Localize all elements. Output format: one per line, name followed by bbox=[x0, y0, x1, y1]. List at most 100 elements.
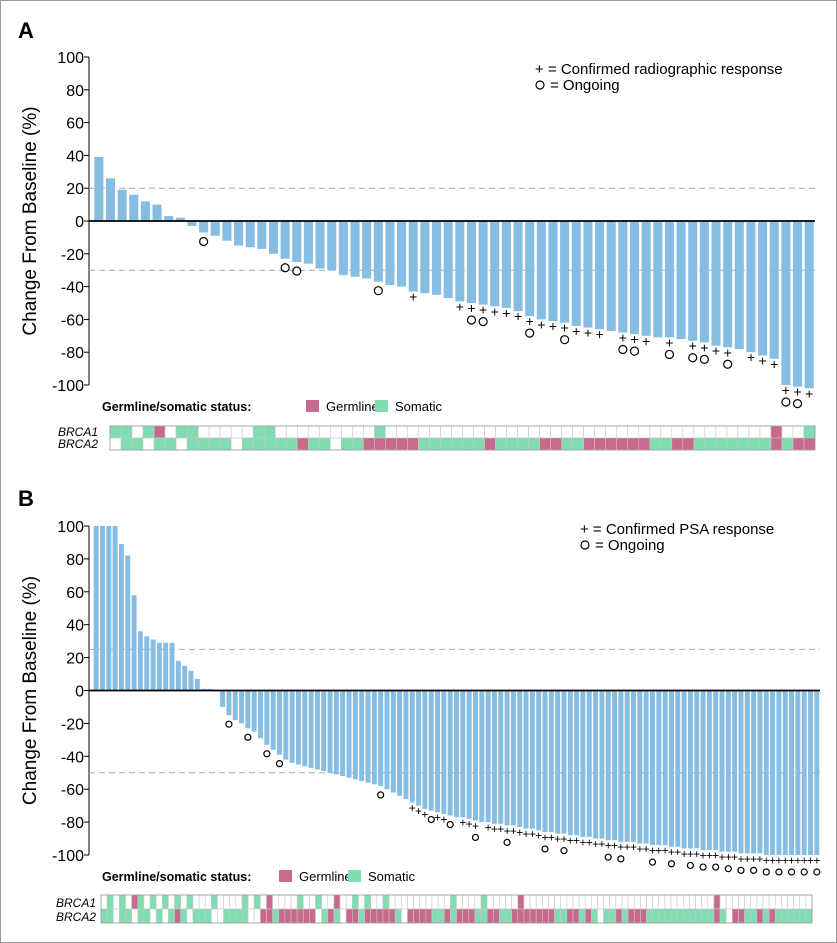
panel-b-brca-cell bbox=[376, 908, 384, 924]
panel-b-bar bbox=[390, 690, 396, 793]
panel-b-bar bbox=[125, 555, 131, 691]
panel-b-bar bbox=[403, 690, 409, 800]
panel-b-brca-cell bbox=[394, 894, 402, 910]
panel-a-brca-cell bbox=[429, 437, 441, 451]
panel-a-bar bbox=[513, 221, 523, 312]
panel-a-brca-cell bbox=[219, 425, 232, 439]
panel-a-response-marker: + bbox=[689, 338, 697, 354]
panel-b-brca-cell bbox=[707, 894, 715, 910]
panel-a-brca-cell bbox=[341, 425, 353, 439]
panel-a-bar bbox=[420, 221, 430, 294]
panel-b-brca-cell bbox=[309, 908, 316, 924]
panel-a-bar bbox=[478, 221, 488, 305]
panel-b-bar bbox=[757, 690, 763, 854]
panel-b-brca-cell bbox=[204, 908, 212, 924]
panel-b-brca-cell bbox=[701, 908, 709, 924]
panel-a-brca-cell bbox=[263, 425, 276, 439]
panel-a-bar bbox=[350, 221, 360, 277]
panel-b-bar bbox=[308, 690, 314, 768]
panel-a-response-marker: + bbox=[561, 320, 569, 336]
panel-b-brca-cell bbox=[333, 894, 341, 910]
panel-b-brca-cell bbox=[566, 894, 574, 910]
panel-b-bar bbox=[586, 690, 592, 837]
panel-b-brca-cell bbox=[799, 894, 807, 910]
panel-b-bar bbox=[631, 690, 636, 842]
panel-b-brca-cell bbox=[603, 894, 611, 910]
panel-b-bar bbox=[662, 690, 668, 846]
panel-b-brca-cell bbox=[370, 894, 378, 910]
panel-a-bar bbox=[222, 221, 232, 241]
panel-b-brca-cell bbox=[750, 894, 758, 910]
panel-a-bar bbox=[746, 221, 756, 353]
panel-a-bar bbox=[303, 221, 313, 264]
panel-b-bar bbox=[454, 690, 459, 818]
panel-a-y-tick-label: 100 bbox=[57, 50, 84, 67]
panel-a-brca-cell bbox=[737, 425, 750, 439]
panel-b-brca-cell bbox=[290, 908, 298, 924]
panel-a-ongoing-marker bbox=[466, 315, 477, 325]
panel-b-response-marker: + bbox=[611, 839, 618, 853]
panel-a-bar bbox=[234, 221, 244, 246]
panel-b-brca-cell bbox=[744, 894, 752, 910]
panel-b-brca-cell bbox=[241, 894, 249, 910]
panel-b-response-marker: + bbox=[731, 850, 738, 864]
panel-a-germline-legend-label: Germline bbox=[326, 399, 379, 414]
panel-b-brca-cell bbox=[664, 908, 672, 924]
panel-b-bar bbox=[466, 690, 472, 819]
panel-a-response-marker: + bbox=[642, 333, 650, 349]
panel-b-brca-cell bbox=[235, 908, 243, 924]
panel-b-ongoing-marker bbox=[541, 845, 549, 853]
panel-b-brca-cell bbox=[566, 908, 574, 924]
panel-b-brca-cell bbox=[591, 908, 598, 924]
panel-b-bar bbox=[808, 690, 813, 855]
panel-b-germline-legend-label: Germline bbox=[299, 869, 352, 884]
panel-b-bar bbox=[719, 690, 725, 852]
panel-b-brca-cell bbox=[431, 894, 439, 910]
panel-b-brca-cell bbox=[119, 908, 126, 924]
panel-b-bar bbox=[220, 690, 226, 707]
panel-a-bar bbox=[548, 221, 558, 322]
panel-a-brca-cell bbox=[528, 437, 540, 451]
panel-b-bar bbox=[567, 690, 573, 836]
panel-b-bar bbox=[314, 690, 320, 770]
panel-a-bar bbox=[781, 221, 791, 385]
panel-a-brca-cell bbox=[274, 425, 287, 439]
panel-b-brca-cell bbox=[149, 894, 157, 910]
panel-a-brca-cell bbox=[440, 437, 452, 451]
panel-a-y-tick-label: -100 bbox=[52, 378, 84, 395]
panel-a-brca-cell bbox=[440, 425, 452, 439]
panel-b-brca-cell bbox=[413, 894, 421, 910]
panel-a-bar bbox=[490, 221, 500, 307]
panel-b-bar bbox=[681, 690, 687, 849]
panel-b-brca-cell bbox=[358, 908, 365, 924]
panel-b-brca-cell bbox=[646, 908, 653, 924]
panel-a-response-marker: + bbox=[805, 385, 813, 401]
panel-b-brca-cell bbox=[112, 894, 120, 910]
panel-b-brca-cell bbox=[168, 908, 175, 924]
panel-a-brca-cell bbox=[506, 437, 518, 451]
panel-b-brca-cell bbox=[658, 908, 666, 924]
panel-b-bar bbox=[561, 690, 567, 834]
panel-a-brca-cell bbox=[484, 437, 496, 451]
panel-b-brca-cell bbox=[738, 894, 745, 910]
panel-a-brca-cell bbox=[473, 425, 485, 439]
panel-a-somatic-legend-label: Somatic bbox=[395, 399, 442, 414]
panel-b-response-marker: + bbox=[794, 853, 801, 867]
panel-b-brca-cell bbox=[474, 908, 482, 924]
panel-a-brca-cell bbox=[792, 425, 805, 439]
panel-b-bar bbox=[593, 690, 599, 839]
panel-a-brca-cell bbox=[682, 425, 695, 439]
panel-b-brca-cell bbox=[382, 894, 390, 910]
panel-b-brca-cell bbox=[762, 908, 770, 924]
panel-b-brca-cell bbox=[456, 894, 463, 910]
panel-b-bar bbox=[150, 639, 156, 691]
panel-b-ongoing-marker bbox=[560, 847, 568, 855]
panel-b-response-marker: + bbox=[617, 840, 624, 854]
panel-b-bar bbox=[226, 690, 232, 716]
panel-a-bar bbox=[560, 221, 570, 323]
panel-b-bar bbox=[283, 690, 289, 760]
panel-a-bar bbox=[140, 201, 150, 221]
panel-b-brca-cell bbox=[670, 908, 678, 924]
panel-b-bar bbox=[687, 690, 693, 849]
panel-a-ongoing-marker bbox=[373, 286, 383, 296]
